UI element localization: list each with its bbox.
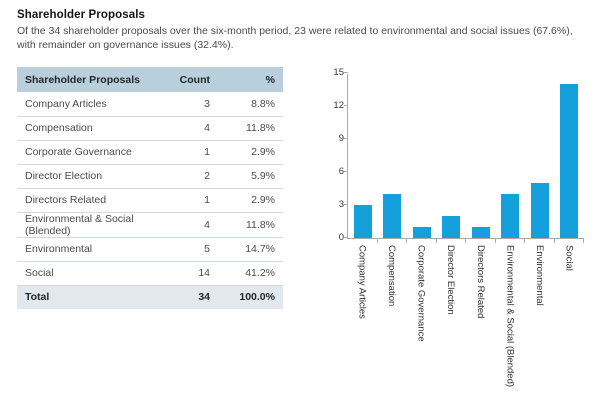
y-axis-tick-mark — [344, 138, 348, 139]
row-label: Environmental & Social (Blended) — [17, 212, 147, 238]
chart-plot-area: 0 3 6 9 12 15 — [333, 68, 585, 243]
x-axis-label: Social — [563, 245, 575, 271]
x-axis-tick-mark — [524, 239, 525, 243]
intro-text: Of the 34 shareholder proposals over the… — [17, 25, 573, 51]
table-row: Corporate Governance 1 2.9% — [17, 140, 283, 165]
table-row: Directors Related 1 2.9% — [17, 188, 283, 213]
y-axis-tick-label: 6 — [338, 166, 344, 177]
table-row: Compensation 4 11.8% — [17, 116, 283, 141]
bar-slot — [555, 74, 585, 238]
row-count: 1 — [147, 140, 210, 165]
bar-slot — [525, 74, 555, 238]
col-header-proposals: Shareholder Proposals — [17, 67, 147, 92]
x-axis-tick-mark — [435, 239, 437, 243]
x-axis-label: Directors Related — [474, 245, 486, 319]
y-axis-tick-label: 3 — [338, 199, 344, 210]
row-label: Director Election — [17, 164, 147, 189]
row-label: Company Articles — [17, 92, 147, 117]
x-axis-tick-mark — [465, 239, 466, 243]
table-row: Director Election 2 5.9% — [17, 164, 283, 189]
bar — [353, 205, 372, 238]
x-axis-tick-mark — [553, 239, 555, 243]
row-count: 14 — [147, 261, 210, 286]
row-label: Compensation — [17, 116, 147, 141]
x-axis-label: Compensation — [385, 245, 397, 307]
shareholder-proposals-table: Shareholder Proposals Count % Company Ar… — [17, 67, 283, 309]
x-axis-tick-mark — [583, 239, 584, 243]
total-count: 34 — [147, 285, 210, 309]
x-axis-tick-mark — [406, 239, 407, 243]
table-total-row: Total 34 100.0% — [17, 285, 283, 309]
x-label-slot: Corporate Governance — [406, 239, 436, 387]
table-row: Environmental & Social (Blended) 4 11.8% — [17, 212, 283, 238]
table-row: Environmental 5 14.7% — [17, 237, 283, 262]
row-pct: 41.2% — [210, 261, 283, 286]
x-axis-label: Corporate Governance — [415, 245, 427, 342]
bar-slot — [496, 74, 526, 238]
row-label: Directors Related — [17, 188, 147, 213]
table-row: Social 14 41.2% — [17, 261, 283, 286]
y-axis-tick-label: 9 — [338, 133, 344, 144]
x-axis-tick-mark — [494, 239, 496, 243]
x-label-slot: Environmental & Social (Blended) — [495, 239, 525, 387]
x-label-slot: Environmental — [525, 239, 555, 387]
row-count: 5 — [147, 237, 210, 262]
row-count: 4 — [147, 212, 210, 238]
bar-slot — [407, 74, 437, 238]
row-label: Corporate Governance — [17, 140, 147, 165]
bar — [383, 194, 402, 238]
row-count: 4 — [147, 116, 210, 141]
bar-chart: 0 3 6 9 12 15 Company Articles Compensation Cor… — [325, 68, 595, 387]
y-axis-tick-label: 0 — [338, 232, 344, 243]
bar — [471, 227, 490, 238]
y-axis-tick-label: 15 — [333, 67, 344, 78]
bar — [560, 84, 579, 238]
page-title: Shareholder Proposals — [17, 9, 145, 21]
y-axis-tick-mark — [344, 72, 348, 73]
table-header-row: Shareholder Proposals Count % — [17, 67, 283, 92]
y-axis-tick-mark — [344, 105, 348, 106]
bar-slot — [437, 74, 467, 238]
col-header-pct: % — [210, 67, 283, 92]
x-label-slot: Compensation — [377, 239, 407, 387]
table-row: Company Articles 3 8.8% — [17, 92, 283, 117]
x-label-slot: Directors Related — [466, 239, 496, 387]
row-pct: 8.8% — [210, 92, 283, 117]
bar-slot — [348, 74, 378, 238]
row-pct: 11.8% — [210, 116, 283, 141]
row-pct: 5.9% — [210, 164, 283, 189]
x-label-slot: Company Articles — [347, 239, 377, 387]
x-axis-label: Company Articles — [356, 245, 368, 319]
y-axis-tick-label: 12 — [333, 100, 344, 111]
row-pct: 2.9% — [210, 188, 283, 213]
y-axis-tick-mark — [344, 171, 348, 172]
bar-slot — [466, 74, 496, 238]
row-count: 2 — [147, 164, 210, 189]
x-label-slot: Social — [554, 239, 584, 387]
row-label: Social — [17, 261, 147, 286]
row-pct: 11.8% — [210, 212, 283, 238]
x-label-slot: Director Election — [436, 239, 466, 387]
x-axis-label: Environmental & Social (Blended) — [504, 245, 516, 388]
x-axis-label: Environmental — [534, 245, 546, 306]
row-label: Environmental — [17, 237, 147, 262]
col-header-count: Count — [147, 67, 210, 92]
row-count: 1 — [147, 188, 210, 213]
y-axis-tick-mark — [344, 237, 348, 238]
bar — [442, 216, 461, 238]
x-axis-tick-mark — [376, 239, 378, 243]
total-pct: 100.0% — [210, 285, 283, 309]
bar — [412, 227, 431, 238]
bar — [501, 194, 520, 238]
x-axis-labels: Company Articles Compensation Corporate Go… — [347, 239, 584, 387]
row-count: 3 — [147, 92, 210, 117]
row-pct: 2.9% — [210, 140, 283, 165]
y-axis-tick-mark — [344, 204, 348, 205]
row-pct: 14.7% — [210, 237, 283, 262]
total-label: Total — [17, 285, 147, 309]
bar-slot — [378, 74, 408, 238]
bar — [530, 183, 549, 238]
x-axis-label: Director Election — [445, 245, 457, 315]
